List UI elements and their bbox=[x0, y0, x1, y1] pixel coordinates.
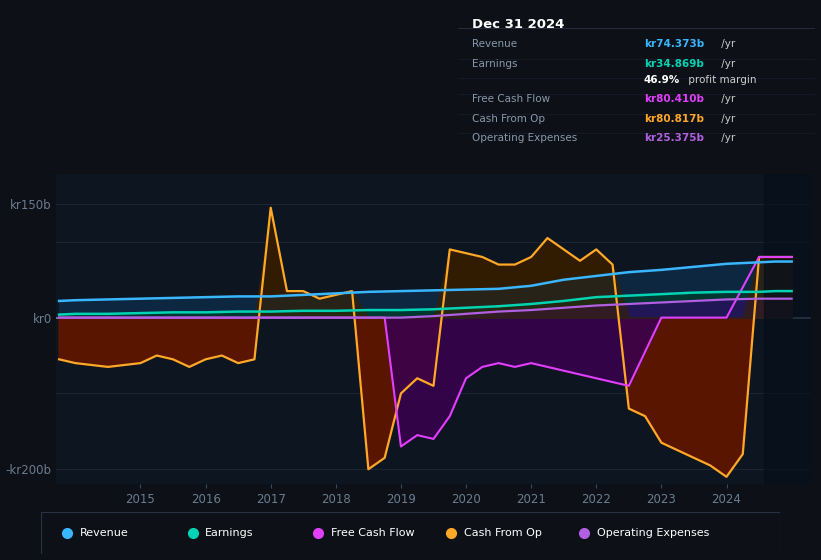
Text: /yr: /yr bbox=[718, 114, 735, 124]
Text: kr80.410b: kr80.410b bbox=[644, 94, 704, 104]
Text: Operating Expenses: Operating Expenses bbox=[597, 529, 709, 538]
Text: Dec 31 2024: Dec 31 2024 bbox=[472, 18, 565, 31]
Text: Earnings: Earnings bbox=[205, 529, 254, 538]
Text: kr74.373b: kr74.373b bbox=[644, 39, 704, 49]
Text: /yr: /yr bbox=[718, 59, 735, 69]
Text: kr25.375b: kr25.375b bbox=[644, 133, 704, 143]
Text: /yr: /yr bbox=[718, 94, 735, 104]
Text: /yr: /yr bbox=[718, 133, 735, 143]
Text: Revenue: Revenue bbox=[472, 39, 517, 49]
Text: Cash From Op: Cash From Op bbox=[472, 114, 545, 124]
Text: Earnings: Earnings bbox=[472, 59, 518, 69]
Bar bbox=[764, 174, 811, 484]
Text: profit margin: profit margin bbox=[685, 75, 756, 85]
Text: Revenue: Revenue bbox=[80, 529, 128, 538]
Text: 46.9%: 46.9% bbox=[644, 75, 680, 85]
Text: kr80.817b: kr80.817b bbox=[644, 114, 704, 124]
Text: Operating Expenses: Operating Expenses bbox=[472, 133, 578, 143]
Text: kr34.869b: kr34.869b bbox=[644, 59, 704, 69]
Text: Free Cash Flow: Free Cash Flow bbox=[472, 94, 551, 104]
Text: Free Cash Flow: Free Cash Flow bbox=[331, 529, 415, 538]
Text: Cash From Op: Cash From Op bbox=[464, 529, 542, 538]
Text: /yr: /yr bbox=[718, 39, 735, 49]
